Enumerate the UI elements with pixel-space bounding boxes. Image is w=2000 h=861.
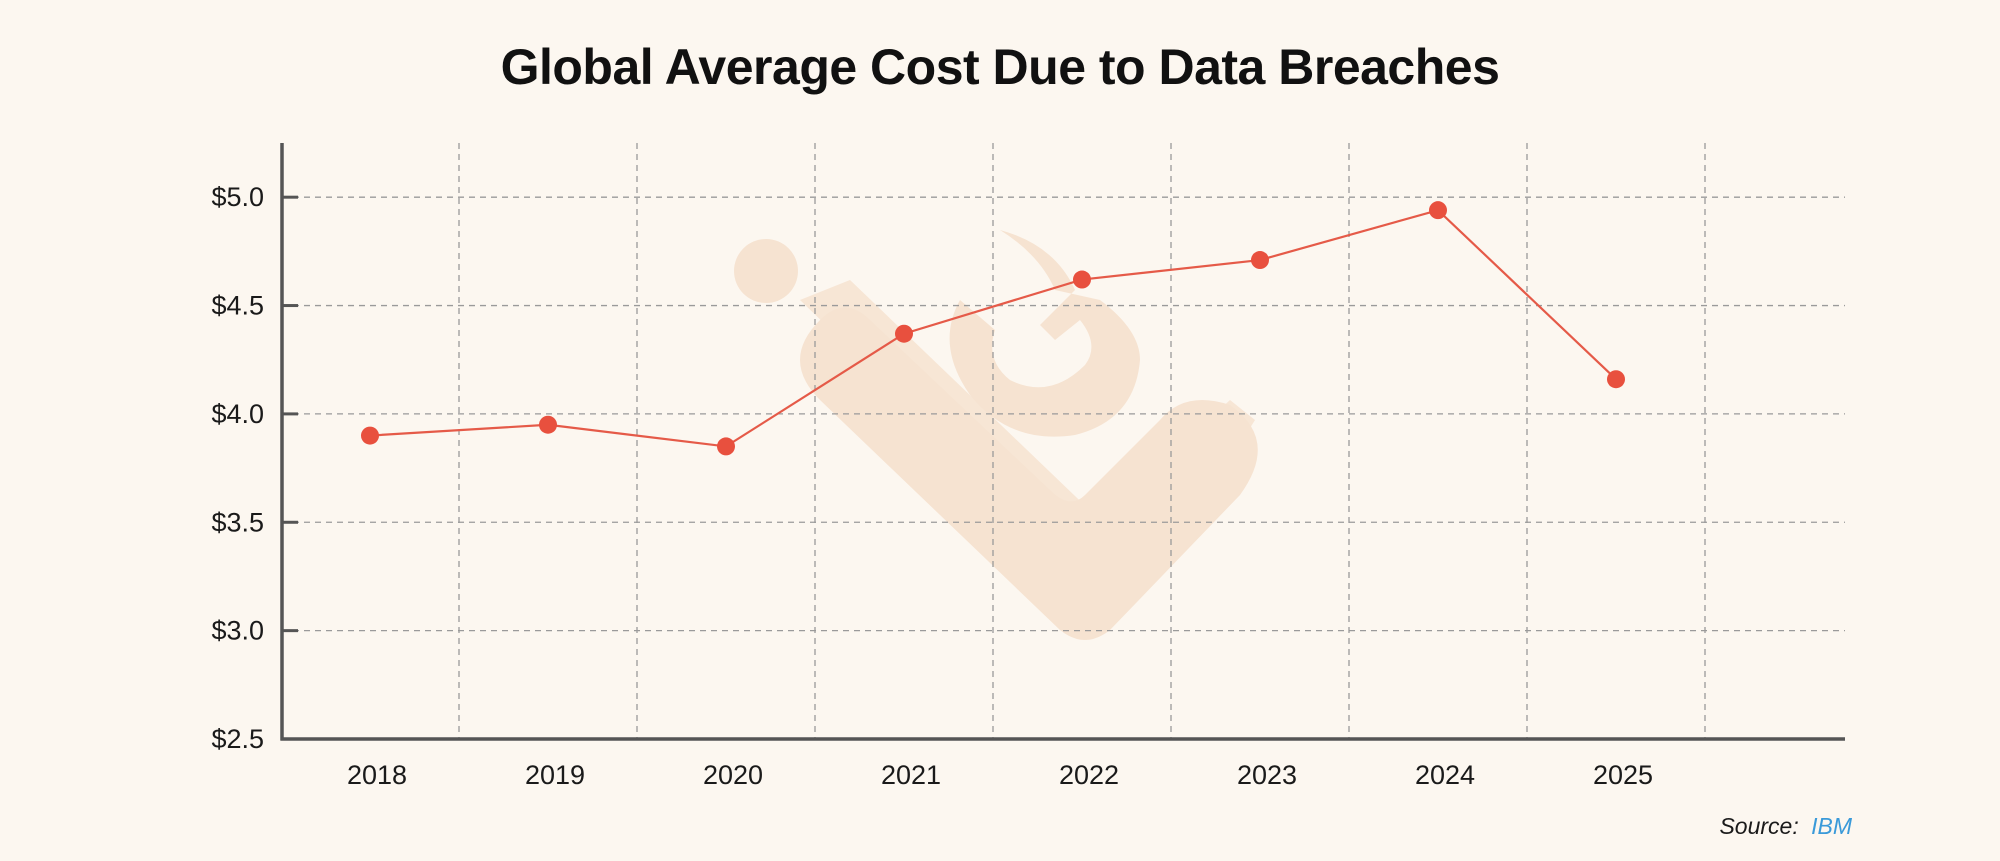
x-axis-ticks: 2018 2019 2020 2021 2022 2023 2024 2025 (347, 760, 1653, 790)
data-point (1251, 251, 1269, 270)
chart-title: Global Average Cost Due to Data Breaches (500, 39, 1500, 95)
series-line-group (361, 201, 1625, 456)
x-tick-label: 2024 (1415, 760, 1475, 790)
x-tick-label: 2021 (881, 760, 941, 790)
series-line (369, 208, 1617, 448)
data-point (895, 324, 913, 343)
y-tick-label: $2.5 (211, 724, 264, 754)
grid-lines (282, 143, 1845, 739)
x-tick-label: 2019 (525, 760, 585, 790)
watermark-logo (734, 230, 1258, 640)
y-tick-label: $3.5 (211, 507, 264, 537)
data-point (1607, 370, 1625, 389)
data-point (361, 426, 379, 445)
x-tick-label: 2025 (1593, 760, 1653, 790)
x-tick-label: 2023 (1237, 760, 1297, 790)
y-tick-label: $4.0 (211, 399, 264, 429)
y-axis-ticks: $2.5 $3.0 $3.5 $4.0 $4.5 $5.0 (211, 182, 298, 754)
y-tick-label: $5.0 (211, 182, 264, 212)
x-tick-label: 2022 (1059, 760, 1119, 790)
axes (280, 143, 1845, 741)
y-tick-label: $3.0 (211, 616, 264, 646)
data-point (539, 415, 557, 434)
data-point (717, 437, 735, 456)
y-tick-label: $4.5 (211, 291, 264, 321)
x-tick-label: 2018 (347, 760, 407, 790)
source-link[interactable]: IBM (1811, 813, 1852, 839)
source-label: Source: (1719, 813, 1799, 839)
data-point (1073, 270, 1091, 289)
x-tick-label: 2020 (703, 760, 763, 790)
data-point (1429, 201, 1447, 220)
source-note: Source: IBM (1719, 813, 1852, 840)
